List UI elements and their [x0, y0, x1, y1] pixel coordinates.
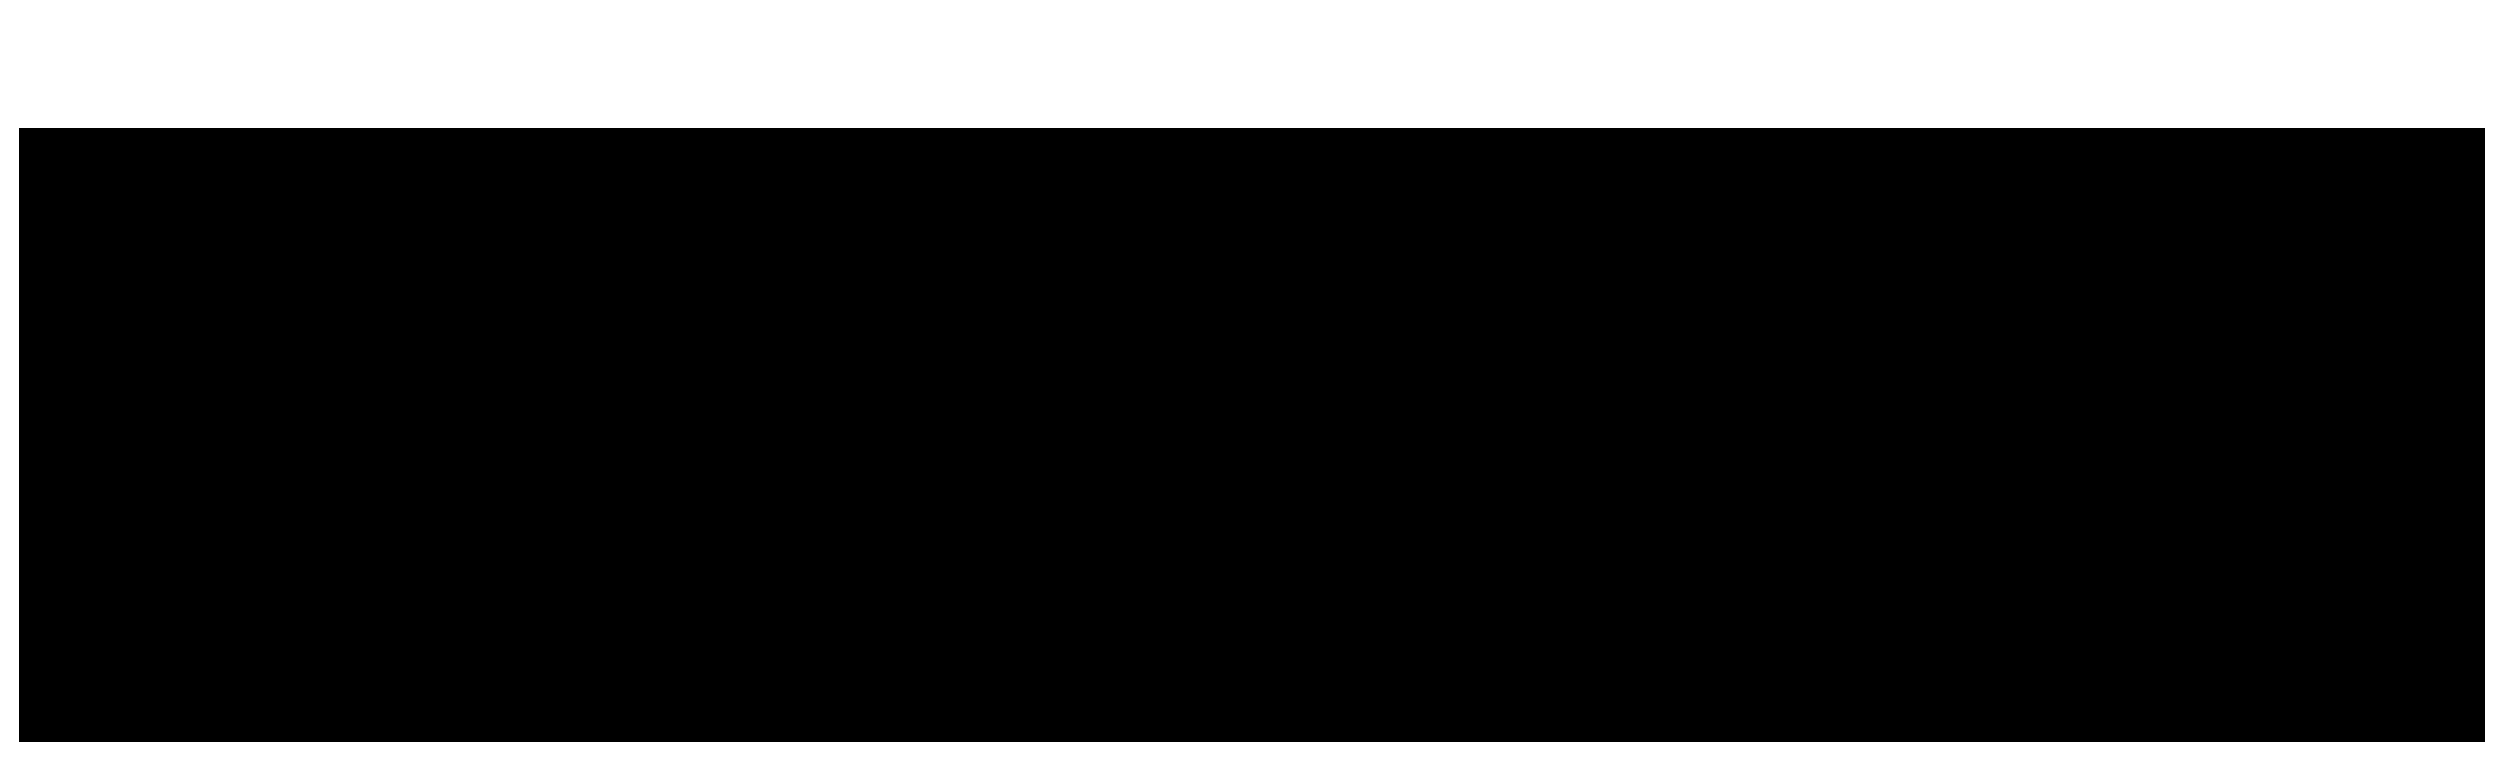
word-cloud	[19, 128, 2485, 742]
word-cloud-canvas	[19, 128, 2485, 742]
